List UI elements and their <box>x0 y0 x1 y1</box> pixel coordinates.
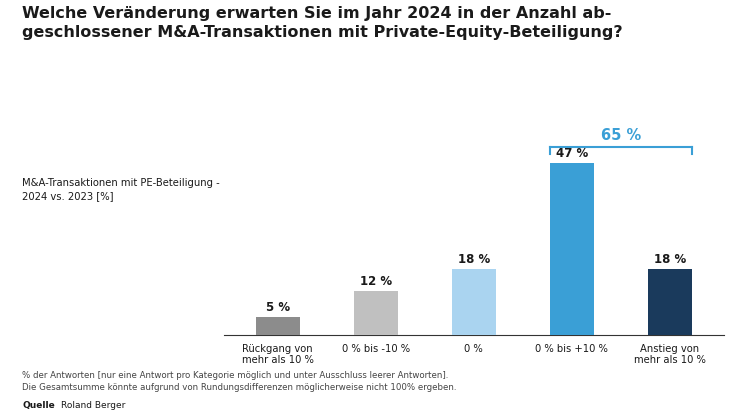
Text: 18 %: 18 % <box>653 253 686 266</box>
Bar <box>451 269 496 335</box>
Bar <box>550 163 594 335</box>
Text: 5 %: 5 % <box>266 301 289 314</box>
Text: 18 %: 18 % <box>457 253 490 266</box>
Text: Welche Veränderung erwarten Sie im Jahr 2024 in der Anzahl ab-
geschlossener M&A: Welche Veränderung erwarten Sie im Jahr … <box>22 6 623 41</box>
Text: M&A-Transaktionen mit PE-Beteiligung -
2024 vs. 2023 [%]: M&A-Transaktionen mit PE-Beteiligung - 2… <box>22 178 220 201</box>
Text: 12 %: 12 % <box>360 275 392 288</box>
Bar <box>354 291 398 335</box>
Text: Quelle: Quelle <box>22 401 55 410</box>
Text: 65 %: 65 % <box>601 128 641 143</box>
Text: % der Antworten [nur eine Antwort pro Kategorie möglich und unter Ausschluss lee: % der Antworten [nur eine Antwort pro Ka… <box>22 371 457 392</box>
Text: Roland Berger: Roland Berger <box>61 401 125 410</box>
Text: 47 %: 47 % <box>556 147 588 160</box>
Bar <box>648 269 692 335</box>
Bar <box>256 317 300 335</box>
